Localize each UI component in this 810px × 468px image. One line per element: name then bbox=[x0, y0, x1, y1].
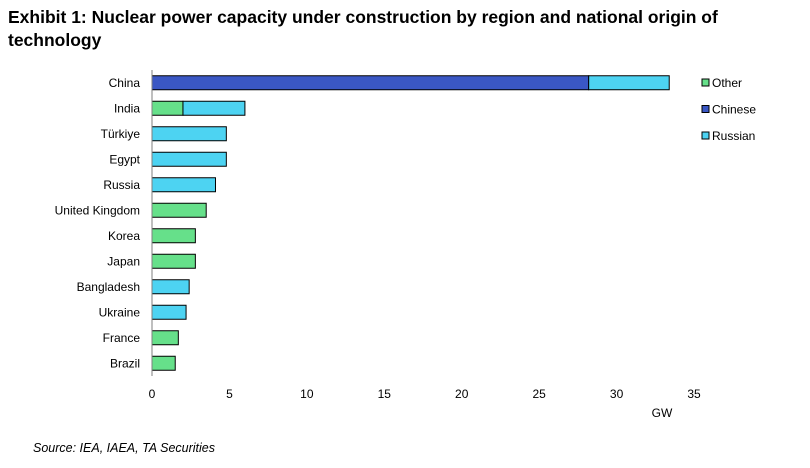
chart-title: Exhibit 1: Nuclear power capacity under … bbox=[8, 7, 718, 50]
category-label-korea: Korea bbox=[108, 229, 140, 243]
x-tick-10: 10 bbox=[300, 387, 314, 401]
x-tick-20: 20 bbox=[455, 387, 469, 401]
bar-ukraine-russian bbox=[151, 304, 187, 320]
bar-france-other bbox=[151, 330, 179, 346]
bar-egypt-russian bbox=[151, 151, 227, 167]
x-tick-35: 35 bbox=[687, 387, 701, 401]
legend-label-russian: Russian bbox=[712, 129, 755, 143]
category-label-turkiye: Türkiye bbox=[101, 127, 141, 141]
x-tick-5: 5 bbox=[226, 387, 233, 401]
legend: Other Chinese Russian bbox=[701, 76, 756, 143]
bar-united-kingdom-other bbox=[151, 202, 207, 218]
bar-russia-russian bbox=[151, 177, 216, 193]
legend-swatch-other bbox=[701, 78, 710, 87]
bar-turkiye-russian bbox=[151, 126, 227, 142]
x-tick-30: 30 bbox=[610, 387, 624, 401]
x-axis-label: GW bbox=[652, 406, 673, 420]
legend-swatch-chinese bbox=[701, 105, 710, 113]
source-note: Source: IEA, IAEA, TA Securities bbox=[33, 441, 216, 455]
x-tick-15: 15 bbox=[378, 387, 392, 401]
bar-india-russian bbox=[182, 100, 246, 116]
category-label-russia: Russia bbox=[103, 178, 140, 192]
legend-label-other: Other bbox=[712, 76, 742, 90]
category-label-ukraine: Ukraine bbox=[99, 305, 141, 319]
bar-japan-other bbox=[151, 253, 196, 269]
category-label-brazil: Brazil bbox=[110, 356, 140, 370]
bar-china-chinese bbox=[151, 75, 590, 91]
category-labels: China India Türkiye Egypt Russia United Kingd… bbox=[55, 76, 141, 371]
category-label-egypt: Egypt bbox=[109, 152, 140, 166]
x-tick-0: 0 bbox=[149, 387, 156, 401]
category-label-china: China bbox=[109, 76, 141, 90]
category-label-bangladesh: Bangladesh bbox=[77, 280, 140, 294]
category-label-india: India bbox=[114, 101, 140, 115]
legend-label-chinese: Chinese bbox=[712, 103, 756, 117]
bar-bangladesh-russian bbox=[151, 279, 190, 295]
legend-swatch-russian bbox=[701, 131, 710, 140]
bars bbox=[151, 75, 670, 371]
x-tick-25: 25 bbox=[532, 387, 546, 401]
bar-korea-other bbox=[151, 228, 196, 244]
x-tick-labels: 0 5 10 15 20 25 30 35 bbox=[149, 387, 701, 401]
category-label-united-kingdom: United Kingdom bbox=[55, 203, 140, 217]
bar-china-russian bbox=[588, 75, 670, 91]
category-label-france: France bbox=[103, 331, 141, 345]
category-label-japan: Japan bbox=[107, 254, 140, 268]
bar-india-other bbox=[151, 100, 184, 116]
bar-brazil-other bbox=[151, 355, 176, 371]
